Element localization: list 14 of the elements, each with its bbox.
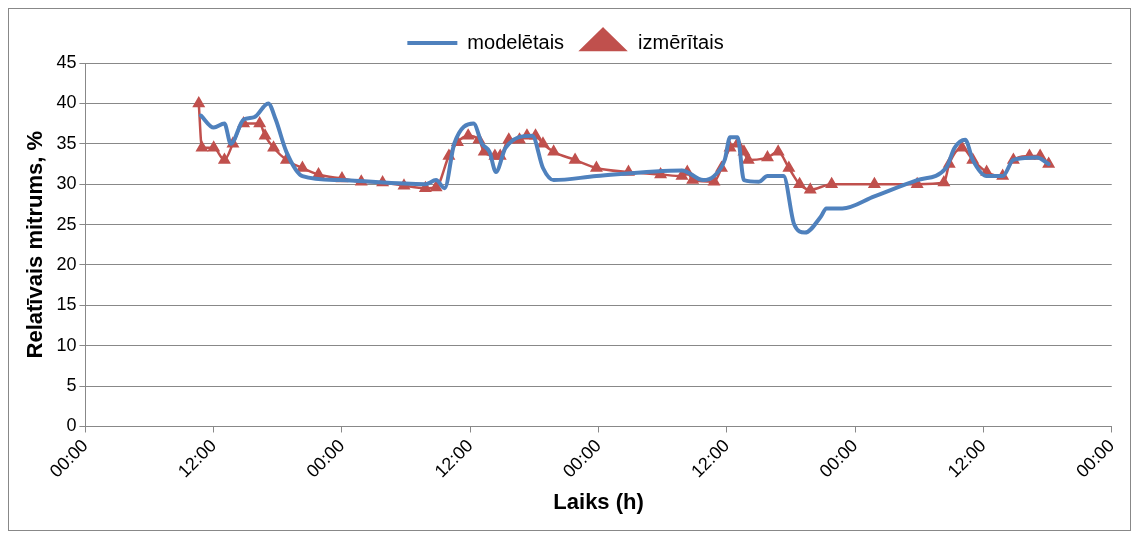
y-axis-title: Relatīvais mitrums, % <box>22 131 48 359</box>
y-tick-label: 35 <box>56 132 77 153</box>
y-tick-label: 20 <box>56 253 77 274</box>
legend-label: modelētais <box>467 30 565 53</box>
y-tick-label: 25 <box>56 213 77 234</box>
y-tick-label: 10 <box>56 334 77 355</box>
x-axis-title: Laiks (h) <box>553 488 644 514</box>
y-tick-label: 0 <box>66 415 77 436</box>
y-tick-label: 5 <box>66 375 77 396</box>
y-tick-label: 15 <box>56 294 77 315</box>
y-tick-label: 45 <box>56 51 77 72</box>
legend-label: izmērītais <box>638 30 724 53</box>
y-tick-label: 40 <box>56 92 77 113</box>
y-tick-label: 30 <box>56 173 77 194</box>
